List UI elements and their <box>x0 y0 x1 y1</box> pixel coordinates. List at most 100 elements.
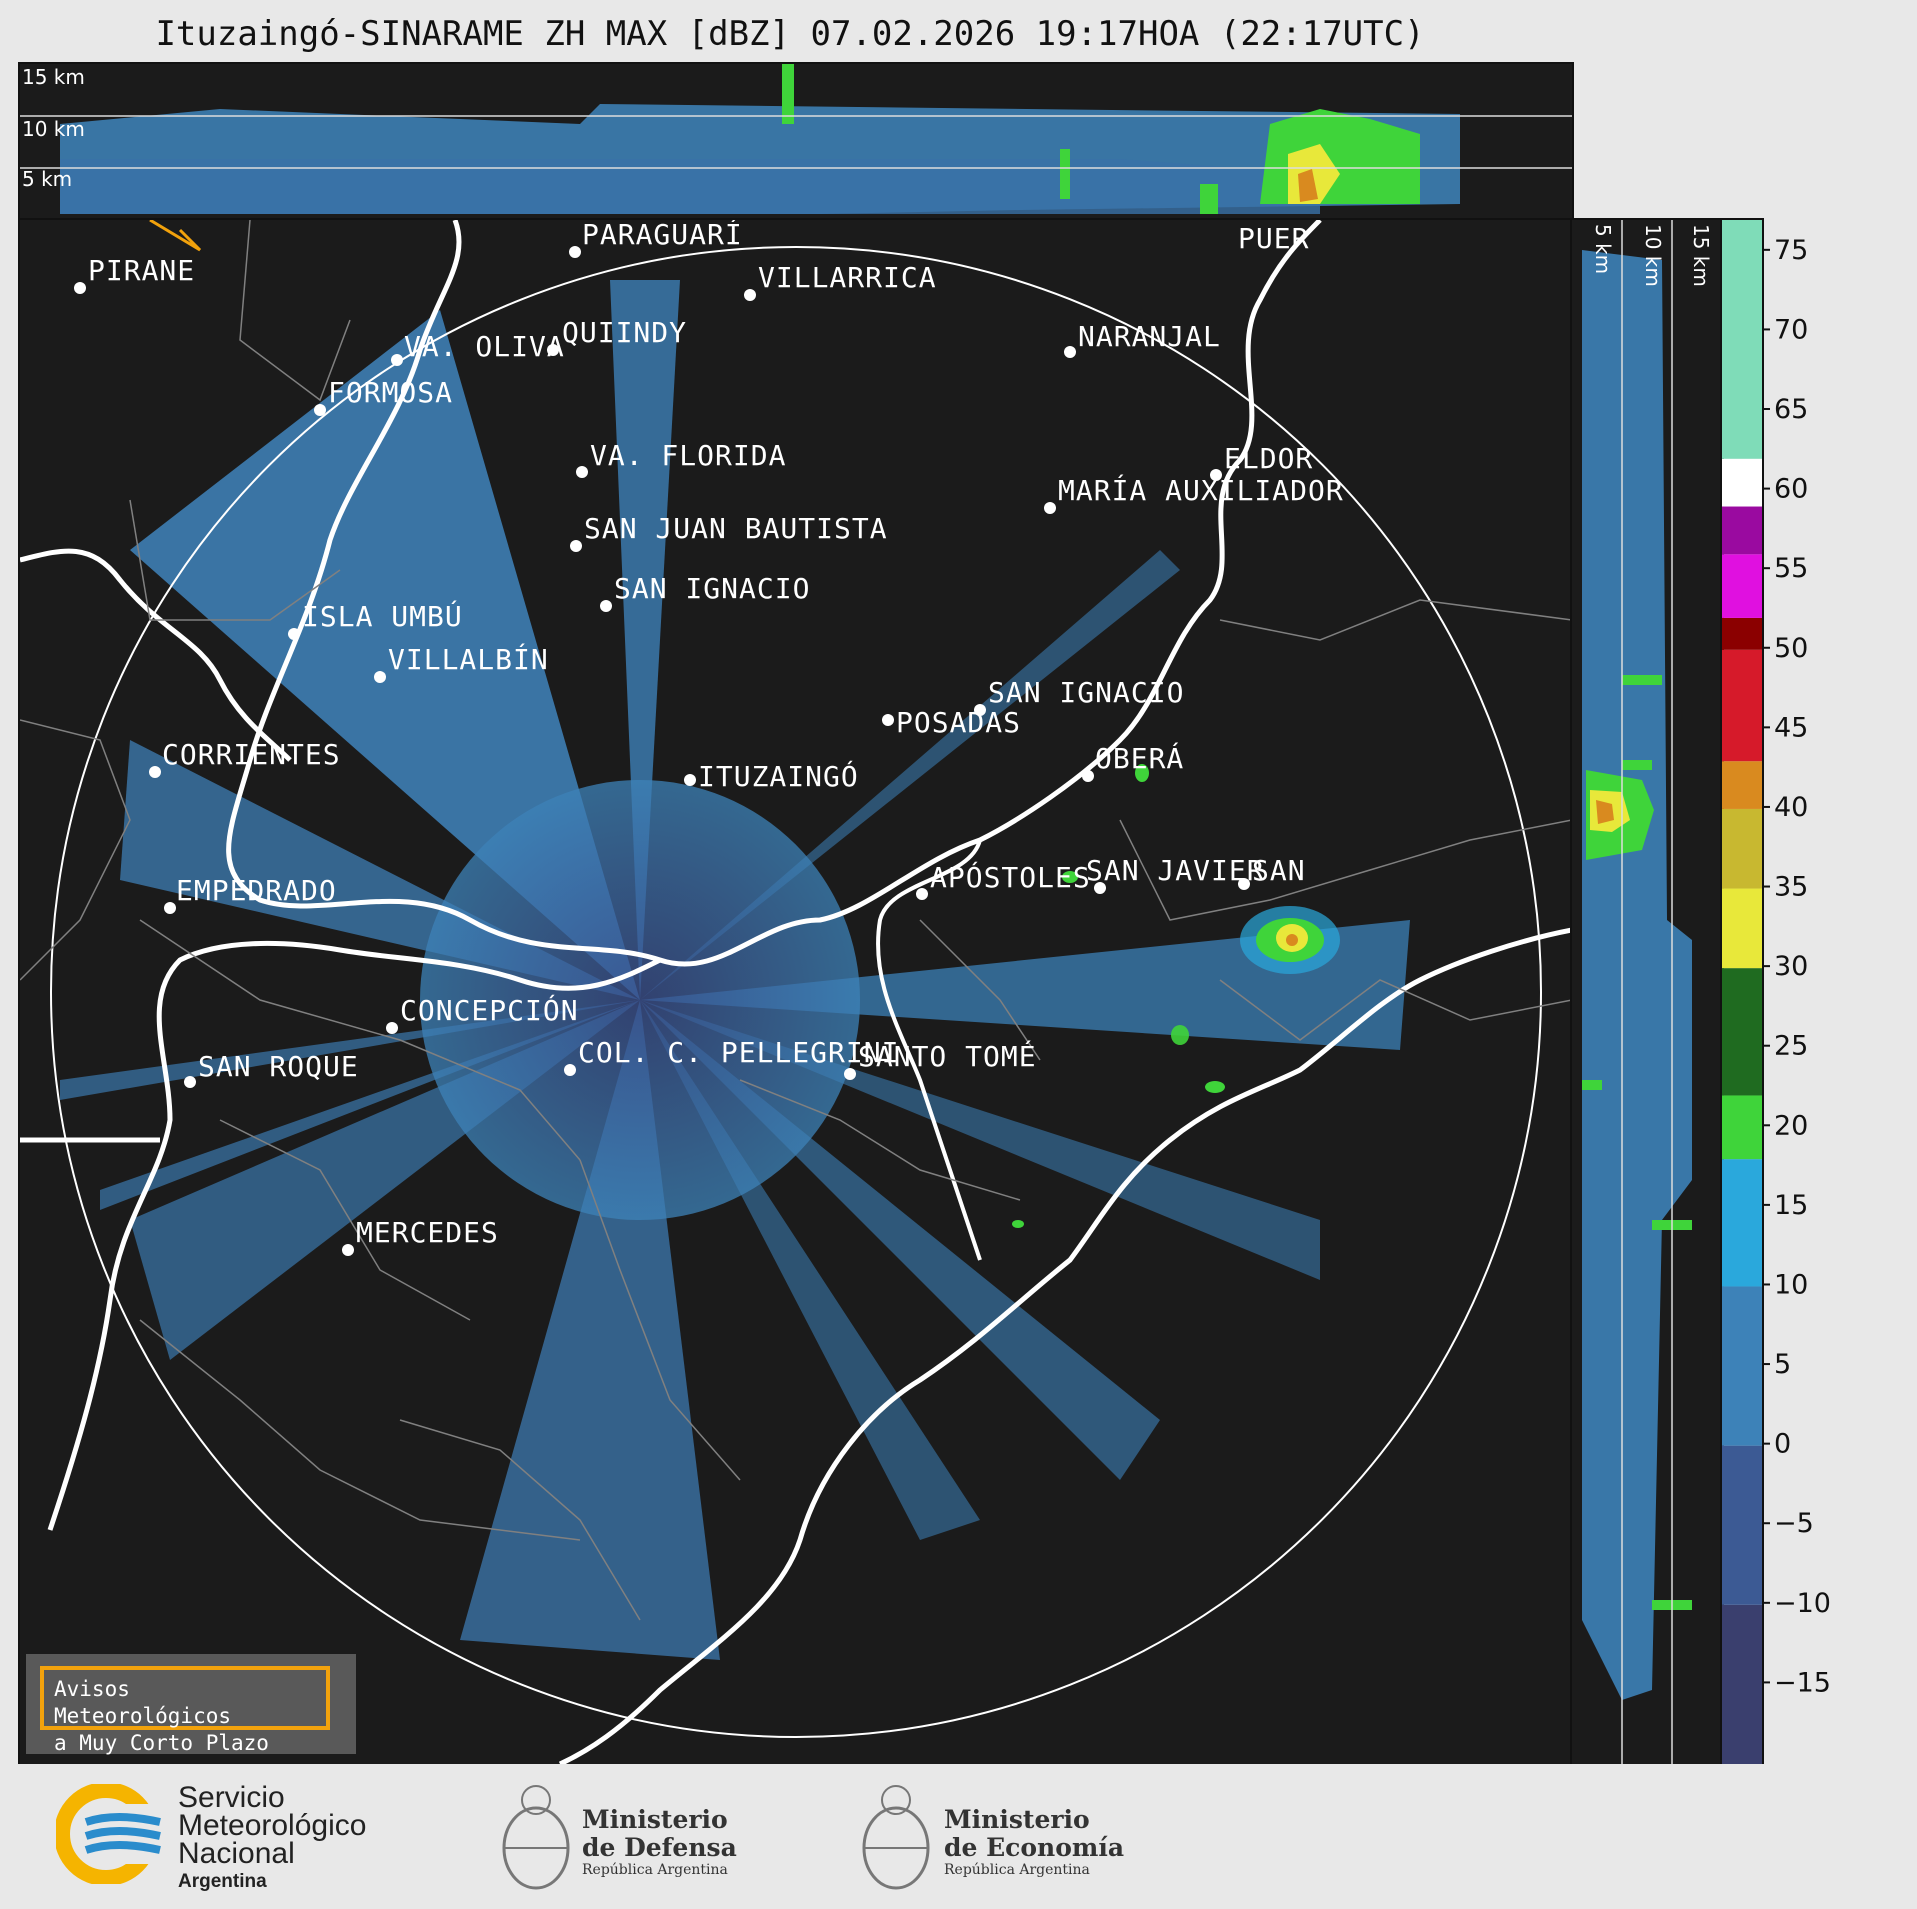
storm-cell-obera <box>1240 906 1340 974</box>
city-labels: PIRANE PARAGUARÍ VILLARRICA VA. OLIVA QU… <box>88 220 1344 1249</box>
footer-logos: Servicio Meteorológico Nacional Argentin… <box>0 1764 1917 1909</box>
smn-line-2: Meteorológico <box>178 1809 367 1842</box>
city-label-san-juan-bautista: SAN JUAN BAUTISTA <box>584 512 888 545</box>
city-dot <box>600 600 612 612</box>
warning-line-2: a Muy Corto Plazo <box>54 1731 269 1755</box>
city-dot <box>1238 878 1250 890</box>
city-label-maria-auxiliadora: MARÍA AUXILIADOR <box>1058 473 1344 507</box>
city-label-formosa: FORMOSA <box>328 376 453 409</box>
city-label-va-florida: VA. FLORIDA <box>590 439 786 472</box>
economia-line-1: Ministerio <box>944 1805 1090 1834</box>
colorbar-tick-label: 35 <box>1774 872 1808 903</box>
colorbar-tick-label: 0 <box>1774 1429 1791 1460</box>
colorbar-band <box>1722 1445 1762 1605</box>
city-label-obera: OBERÁ <box>1095 741 1184 775</box>
city-dot <box>547 344 559 356</box>
river-parana-lower <box>47 940 662 1531</box>
river-parana <box>226 220 1322 967</box>
colorbar-band <box>1722 554 1762 618</box>
smn-line-3: Nacional <box>178 1837 295 1870</box>
echo-spike <box>1622 675 1662 685</box>
altitude-label-10km: 10 km <box>1641 224 1665 287</box>
colorbar-tick-label: 15 <box>1774 1190 1808 1221</box>
city-dot <box>882 714 894 726</box>
city-label-posadas: POSADAS <box>896 706 1021 739</box>
city-label-villarrica: VILLARRICA <box>758 261 937 294</box>
city-label-san-ignacio-py: SAN IGNACIO <box>614 572 810 605</box>
colorbar-tick-label: 50 <box>1774 633 1808 664</box>
warning-box: Avisos Meteorológicos a Muy Corto Plazo <box>26 1654 356 1755</box>
colorbar-band <box>1722 1095 1762 1160</box>
colorbar-band <box>1722 761 1762 809</box>
map-title: Ituzaingó-SINARAME ZH MAX [dBZ] 07.02.20… <box>155 14 1425 54</box>
city-label-va-oliva: VA. OLIVA <box>404 330 565 363</box>
argentina-coat-of-arms-icon <box>502 1785 570 1890</box>
city-label-col-pellegrini: COL. C. PELLEGRINI <box>578 1036 899 1069</box>
colorbar-band <box>1722 1286 1762 1446</box>
city-dot <box>1082 770 1094 782</box>
echo-spike <box>1622 760 1652 770</box>
colorbar-tick-label: −5 <box>1774 1508 1814 1539</box>
city-label-puerto: PUER <box>1238 222 1309 255</box>
economia-line-3: República Argentina <box>944 1862 1090 1878</box>
echo-sector <box>640 920 1410 1050</box>
city-label-paraguari: PARAGUARÍ <box>582 220 743 251</box>
warning-area-outline <box>149 220 202 252</box>
altitude-label-10km: 10 km <box>22 117 85 141</box>
city-label-mercedes: MERCEDES <box>356 1216 499 1249</box>
colorbar-tick-label: 75 <box>1774 235 1808 266</box>
storm-cell-small <box>1205 1081 1225 1093</box>
side-cross-section-panel: 5 km 10 km 15 km <box>1570 218 1724 1766</box>
city-dot <box>164 902 176 914</box>
colorbar-tick-label: 65 <box>1774 394 1808 425</box>
colorbar-band <box>1722 506 1762 555</box>
city-dot <box>684 774 696 786</box>
city-label-empedrado: EMPEDRADO <box>176 874 337 907</box>
echo-spike <box>1582 1080 1602 1090</box>
colorbar-gradient <box>1722 220 1762 1764</box>
storm-cell-small <box>1135 764 1149 782</box>
colorbar-band <box>1722 968 1762 1096</box>
top-cross-section: 15 km 10 km 5 km <box>20 64 1572 214</box>
colorbar-tick-label: 20 <box>1774 1110 1808 1141</box>
colorbar-band <box>1722 458 1762 507</box>
city-dot <box>314 404 326 416</box>
city-dot <box>744 289 756 301</box>
top-cross-section-panel: 15 km 10 km 5 km <box>18 62 1574 220</box>
city-dot <box>1094 882 1106 894</box>
smn-line-4: Argentina <box>178 1871 267 1892</box>
colorbar-band <box>1722 617 1762 650</box>
city-label-villalbin: VILLALBÍN <box>388 642 549 676</box>
river-uruguay <box>558 927 1572 1764</box>
city-dot <box>569 246 581 258</box>
colorbar-band <box>1722 220 1762 459</box>
colorbar-tick-label: 25 <box>1774 1031 1808 1062</box>
warning-label: Avisos Meteorológicos a Muy Corto Plazo <box>40 1666 330 1755</box>
city-dot <box>564 1064 576 1076</box>
echo-spike <box>1060 149 1070 199</box>
storm-echo-orange <box>1596 800 1614 824</box>
city-label-ituzaingo: ITUZAINGÓ <box>698 759 859 793</box>
colorbar-tick-label: 40 <box>1774 792 1808 823</box>
city-dot <box>184 1076 196 1088</box>
colorbar-tick-label: 60 <box>1774 474 1808 505</box>
colorbar-tick-label: 45 <box>1774 712 1808 743</box>
altitude-label-15km: 15 km <box>22 65 85 89</box>
storm-cell-small <box>1012 1220 1024 1228</box>
colorbar-tick-label: 70 <box>1774 314 1808 345</box>
colorbar-tick-label: −15 <box>1774 1667 1831 1698</box>
storm-cell-small <box>1171 1025 1189 1045</box>
city-markers <box>74 246 1250 1256</box>
colorbar-band <box>1722 1604 1762 1764</box>
warning-line-1: Avisos Meteorológicos <box>54 1677 232 1728</box>
smn-line-1: Servicio <box>178 1781 285 1814</box>
city-dot <box>974 704 986 716</box>
city-label-eldorado: ELDOR <box>1224 442 1313 475</box>
city-label-san-edge: SAN <box>1252 854 1306 887</box>
city-dot <box>844 1068 856 1080</box>
city-dot <box>1064 346 1076 358</box>
echo-spike <box>1200 184 1218 214</box>
colorbar-band <box>1722 808 1762 889</box>
defensa-line-1: Ministerio <box>582 1805 728 1834</box>
city-label-corrientes: CORRIENTES <box>162 738 341 771</box>
